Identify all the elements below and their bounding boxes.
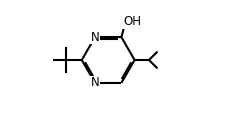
Text: OH: OH [122, 15, 140, 28]
Text: N: N [90, 76, 99, 89]
Text: N: N [90, 31, 99, 44]
